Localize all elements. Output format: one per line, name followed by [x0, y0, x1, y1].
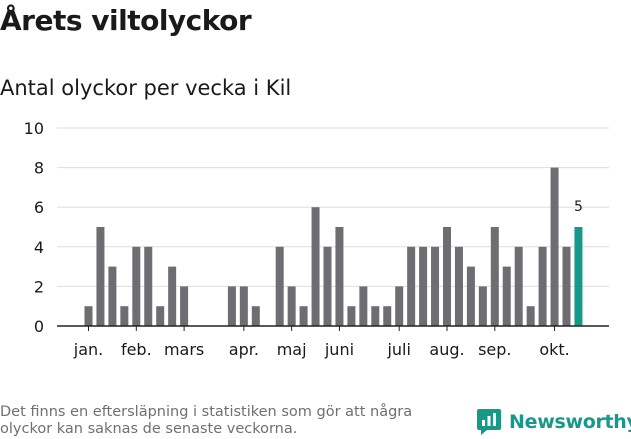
bar [454, 246, 463, 326]
bar [96, 227, 105, 326]
bar [514, 246, 523, 326]
bar [156, 306, 165, 326]
bar [347, 306, 356, 326]
bar [407, 246, 416, 326]
data-label: 5 [574, 199, 583, 215]
bars [84, 167, 583, 326]
x-tick-label: okt. [539, 340, 569, 359]
bar [108, 266, 117, 326]
x-tick-label: jan. [73, 340, 103, 359]
y-tick-label: 4 [34, 238, 44, 257]
bar [562, 246, 571, 326]
x-tick-label: sep. [478, 340, 511, 359]
y-tick-label: 6 [34, 198, 44, 217]
bar [419, 246, 428, 326]
bar [311, 207, 320, 326]
bar [251, 306, 260, 326]
brand-logo[interactable]: Newsworthy [476, 408, 631, 436]
x-tick-label: juli [386, 340, 410, 359]
bar [526, 306, 535, 326]
x-tick-label: juni [324, 340, 354, 359]
bar [538, 246, 547, 326]
bar [478, 286, 487, 326]
newsworthy-logo-icon [477, 409, 501, 435]
bar [275, 246, 284, 326]
bar [287, 286, 296, 326]
y-tick-label: 0 [34, 317, 44, 336]
bar [168, 266, 177, 326]
bar [359, 286, 368, 326]
chart-subtitle: Antal olyckor per vecka i Kil [0, 76, 292, 100]
bar [323, 246, 332, 326]
value-labels: 5 [574, 199, 583, 215]
bar [490, 227, 499, 326]
bar [550, 167, 559, 326]
y-tick-label: 8 [34, 159, 44, 178]
y-tick-label: 2 [34, 277, 44, 296]
x-tick-label: aug. [429, 340, 464, 359]
bar [443, 227, 451, 326]
footnote: Det finns en eftersläpning i statistiken… [0, 404, 413, 437]
bar [120, 306, 129, 326]
bar [299, 306, 308, 326]
bar [383, 306, 392, 326]
bar-chart: 0 2 4 6 8 10 jan. feb. mars apr. maj juni juli aug. s… [24, 119, 609, 359]
bar [395, 286, 404, 326]
bar [132, 246, 141, 326]
x-axis-labels: jan. feb. mars apr. maj juni juli aug. sep. okt. [73, 326, 570, 359]
bar [502, 266, 511, 326]
bar [239, 286, 248, 326]
bar [466, 266, 475, 326]
bar [180, 286, 189, 326]
highlighted-bar [574, 227, 583, 326]
y-tick-label: 10 [24, 119, 44, 138]
bar [144, 246, 153, 326]
brand-name: Newsworthy [509, 411, 631, 433]
x-tick-label: feb. [121, 340, 152, 359]
bar [371, 306, 380, 326]
bar [227, 286, 236, 326]
x-tick-label: mars [164, 340, 204, 359]
x-tick-label: maj [277, 340, 307, 359]
bar [84, 306, 93, 326]
chart-title: Årets viltolyckor [0, 4, 252, 37]
bar [335, 227, 344, 326]
bar [431, 246, 440, 326]
y-axis-labels: 0 2 4 6 8 10 [24, 119, 44, 336]
x-tick-label: apr. [229, 340, 259, 359]
